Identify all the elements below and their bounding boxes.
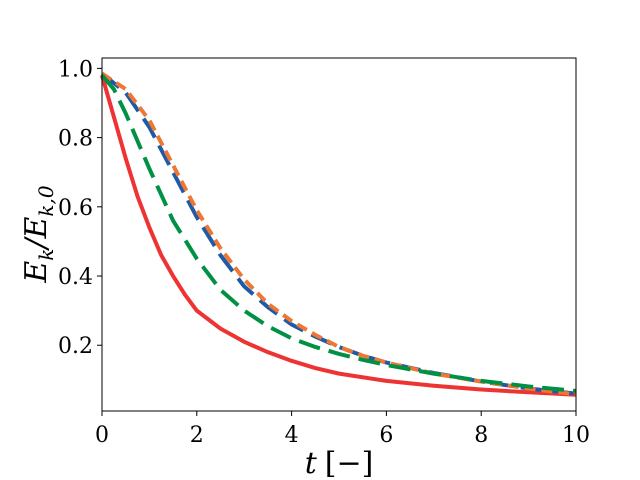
- x-tick-label: 10: [562, 423, 590, 448]
- series-line-4: [100, 73, 577, 393]
- tick-layer: 0 2 4 6 8 10 0.2 0.4 0.6 0.8 1.0: [58, 57, 590, 448]
- y-axis-label-sub2: k,0: [34, 185, 58, 216]
- x-tick-label: 6: [379, 423, 393, 448]
- series-layer: [100, 71, 577, 397]
- x-tick-label: 4: [285, 423, 299, 448]
- y-axis-label: Ek/Ek,0: [19, 185, 58, 284]
- x-axis-label: t [−]: [305, 446, 374, 480]
- x-tick-label: 2: [190, 423, 204, 448]
- y-axis-label-sep: /E: [19, 216, 54, 251]
- y-axis-label-main: E: [19, 261, 54, 284]
- y-tick-label: 0.4: [58, 265, 93, 290]
- x-tick-label: 0: [95, 423, 109, 448]
- series-line-3: [100, 71, 577, 397]
- y-axis-label-sub1: k: [34, 249, 58, 261]
- y-tick-label: 0.6: [58, 196, 93, 221]
- series-line-1: [100, 74, 577, 397]
- y-tick-label: 0.2: [58, 334, 93, 359]
- y-tick-label: 0.8: [58, 127, 93, 152]
- plot-area: [102, 58, 576, 411]
- plot-frame: [101, 57, 577, 412]
- x-tick-label: 8: [474, 423, 488, 448]
- y-tick-label: 1.0: [58, 57, 93, 82]
- x-axis-label-variable: t: [305, 446, 318, 480]
- x-axis-label-unit: [−]: [325, 446, 374, 480]
